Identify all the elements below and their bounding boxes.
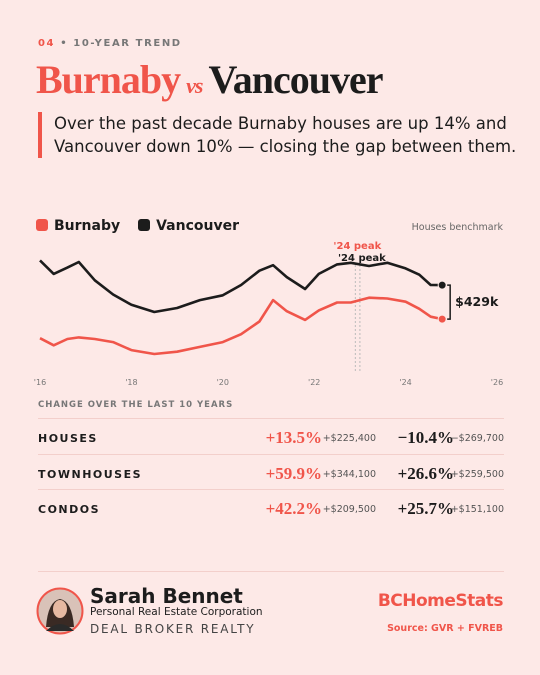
peak-label: '24 peak <box>333 241 381 252</box>
legend-item: Burnaby <box>36 218 120 234</box>
agent-name: Sarah Bennet <box>90 584 243 608</box>
kicker-text: 10-YEAR TREND <box>73 38 182 49</box>
legend-label: Vancouver <box>156 218 240 234</box>
divider <box>38 571 504 572</box>
row-label: HOUSES <box>38 432 98 445</box>
gap-bracket <box>447 284 451 320</box>
vancouver-pct: +25.7% <box>397 499 454 518</box>
burnaby-change: +$209,500 <box>322 504 376 515</box>
chart: '16 '18 '20 '22 '24 '26 '24 peak'24 peak $429k <box>34 241 503 387</box>
row-label: TOWNHOUSES <box>38 467 143 481</box>
legend-item: Vancouver <box>138 218 239 234</box>
peak-label: '24 peak <box>338 253 386 264</box>
row-label: CONDOS <box>38 503 101 516</box>
legend-label: Burnaby <box>54 218 121 234</box>
kicker: 04 • 10-YEAR TREND <box>38 38 182 49</box>
burnaby-pct: +13.5% <box>265 428 322 447</box>
table-row: CONDOS +42.2% +$209,500 +25.7% +$151,100 <box>38 489 504 525</box>
x-tick-label: '18 <box>125 378 137 387</box>
x-tick-label: '20 <box>217 378 229 387</box>
legend-swatch <box>36 219 48 231</box>
burnaby-pct: +59.9% <box>265 463 322 483</box>
legend-swatch <box>138 219 151 231</box>
title-b: Vancouver <box>208 57 384 102</box>
source: Source: GVR + FVREB <box>387 623 503 634</box>
x-tick-label: '24 <box>399 378 411 387</box>
vancouver-change: +$259,500 <box>450 468 504 480</box>
series-line <box>39 296 443 356</box>
lede: Over the past decade Burnaby houses are … <box>38 112 524 158</box>
agent-corporation: Personal Real Estate Corporation <box>90 606 263 618</box>
vancouver-change: +$151,100 <box>450 504 504 515</box>
vancouver-pct: +26.6% <box>397 463 454 483</box>
legend: Burnaby Vancouver <box>36 218 239 234</box>
chart-subtitle: Houses benchmark <box>411 222 503 233</box>
section-number: 04 <box>38 38 56 49</box>
agent-photo <box>36 587 84 635</box>
table-title: CHANGE OVER THE LAST 10 YEARS <box>38 400 234 410</box>
x-tick-label: '26 <box>491 378 503 387</box>
brand: BCHomeStats <box>377 591 504 611</box>
end-dot <box>437 314 447 324</box>
title-a: Burnaby <box>36 57 181 102</box>
brokerage: DEAL BROKER REALTY <box>90 622 256 636</box>
gap-label: $429k <box>455 294 499 309</box>
vancouver-pct: −10.4% <box>397 428 454 447</box>
burnaby-pct: +42.2% <box>265 499 322 518</box>
vancouver-change: −$269,700 <box>450 433 504 444</box>
x-tick-label: '16 <box>34 378 46 387</box>
title: Burnaby vs Vancouver <box>36 56 384 103</box>
burnaby-change: +$344,100 <box>322 468 376 480</box>
end-dot <box>437 280 447 290</box>
title-vs: vs <box>186 73 203 98</box>
burnaby-change: +$225,400 <box>322 433 376 444</box>
table-row: TOWNHOUSES +59.9% +$344,100 +26.6% +$259,500 <box>38 453 504 490</box>
x-tick-label: '22 <box>308 378 320 387</box>
series-line <box>39 259 443 314</box>
table-row: HOUSES +13.5% +$225,400 −10.4% −$269,700 <box>38 418 504 454</box>
